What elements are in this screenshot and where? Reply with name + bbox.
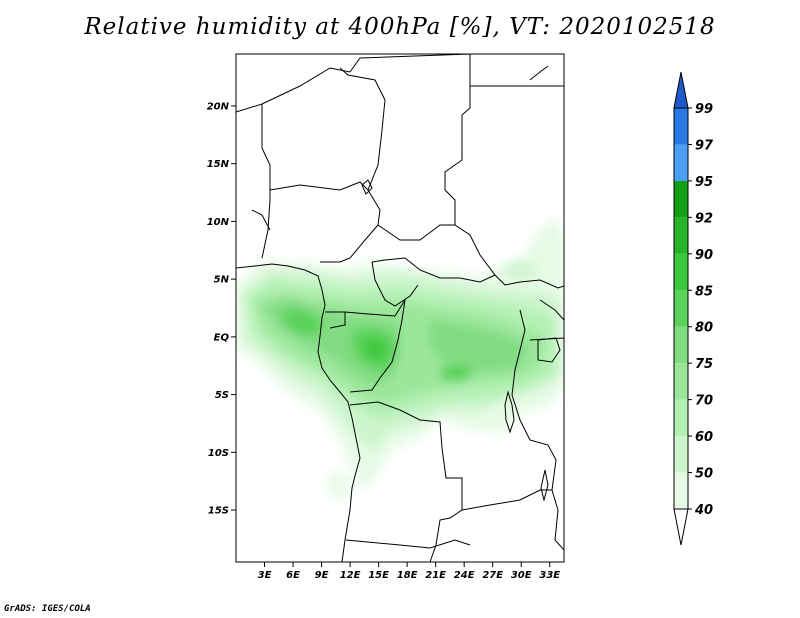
border [325, 299, 406, 317]
lon-tick-label: 18E [397, 570, 418, 581]
border [236, 103, 271, 259]
humidity-contour-80 [428, 320, 530, 372]
humidity-contour-90 [365, 338, 388, 362]
border [461, 489, 552, 511]
colorbar-low-arrow [673, 508, 689, 546]
colorbar-segment [674, 399, 688, 437]
colorbar-segment [674, 144, 688, 181]
lon-tick-label: 30E [511, 570, 532, 581]
colorbar-label: 92 [695, 211, 713, 226]
border [320, 67, 386, 263]
lon-tick-label: 6E [286, 570, 300, 581]
lat-tick-label: 15N [207, 159, 230, 170]
border [349, 299, 406, 393]
border [539, 299, 564, 321]
map-frame [235, 53, 565, 563]
colorbar: 40 50 60 70 75 80 85 90 92 95 97 99 [673, 71, 714, 546]
border [345, 539, 471, 549]
humidity-patch [502, 260, 538, 280]
lon-axis: 3E 6E 9E 12E 15E 18E 21E 24E 27E 30E 33E [258, 562, 560, 581]
humidity-patch [326, 471, 354, 499]
colorbar-label: 95 [695, 175, 713, 190]
colorbar-segment [674, 108, 688, 145]
border [377, 224, 455, 241]
lon-tick-label: 9E [315, 570, 329, 581]
lat-tick-label: 15S [208, 506, 229, 517]
border [349, 401, 463, 562]
lat-axis: 20N 15N 10N 5N EQ 5S 10S 15S [207, 101, 236, 517]
border [261, 54, 564, 289]
border [371, 257, 496, 283]
lat-tick-label: 20N [207, 101, 230, 112]
country-borders [236, 54, 564, 562]
colorbar-label: 60 [695, 430, 713, 445]
lat-tick-label: 5N [214, 275, 230, 286]
border [269, 181, 369, 191]
lon-tick-label: 27E [482, 570, 503, 581]
border [529, 439, 564, 551]
coastline [236, 263, 361, 562]
lake-tanganyika [504, 390, 515, 434]
lake-victoria [537, 337, 561, 363]
border [329, 312, 346, 329]
colorbar-segment [674, 253, 688, 291]
colorbar-label: 40 [694, 503, 713, 518]
lon-tick-label: 21E [425, 570, 446, 581]
colorbar-segment [674, 326, 688, 364]
colorbar-label: 85 [695, 284, 713, 299]
lon-tick-label: 33E [539, 570, 560, 581]
colorbar-label: 50 [695, 467, 713, 482]
red-sea-coast [529, 65, 549, 81]
humidity-field [236, 218, 564, 499]
border [511, 309, 531, 441]
colorbar-segment [674, 472, 688, 509]
colorbar-segment [674, 436, 688, 473]
colorbar-label: 90 [695, 248, 713, 263]
lake-malawi [540, 469, 549, 502]
map-title: Relative humidity at 400hPa [%], VT: 202… [84, 14, 716, 40]
lat-tick-label: 5S [215, 390, 229, 401]
humidity-patch [490, 408, 510, 432]
colorbar-segment [674, 363, 688, 400]
colorbar-label: 80 [695, 321, 713, 336]
colorbar-label: 75 [695, 357, 713, 372]
border [251, 209, 271, 231]
lon-tick-label: 24E [454, 570, 475, 581]
lat-tick-label: EQ [214, 332, 230, 343]
lake-chad [361, 179, 373, 195]
lon-tick-label: 3E [258, 570, 272, 581]
credit-label: GrADS: IGES/COLA [4, 604, 91, 614]
lat-tick-label: 10S [208, 448, 229, 459]
border [371, 261, 419, 307]
humidity-contour-85 [282, 308, 322, 336]
colorbar-label: 97 [695, 138, 714, 153]
humidity-contour-85c [440, 364, 475, 382]
lon-tick-label: 12E [340, 570, 361, 581]
colorbar-frame [673, 107, 689, 510]
colorbar-segment [674, 217, 688, 254]
colorbar-label: 70 [695, 394, 713, 409]
colorbar-segment [674, 290, 688, 327]
colorbar-high-arrow [673, 71, 689, 109]
colorbar-segment [674, 180, 688, 218]
lat-tick-label: 10N [207, 217, 230, 228]
lon-tick-label: 15E [368, 570, 389, 581]
colorbar-label: 99 [695, 102, 713, 117]
